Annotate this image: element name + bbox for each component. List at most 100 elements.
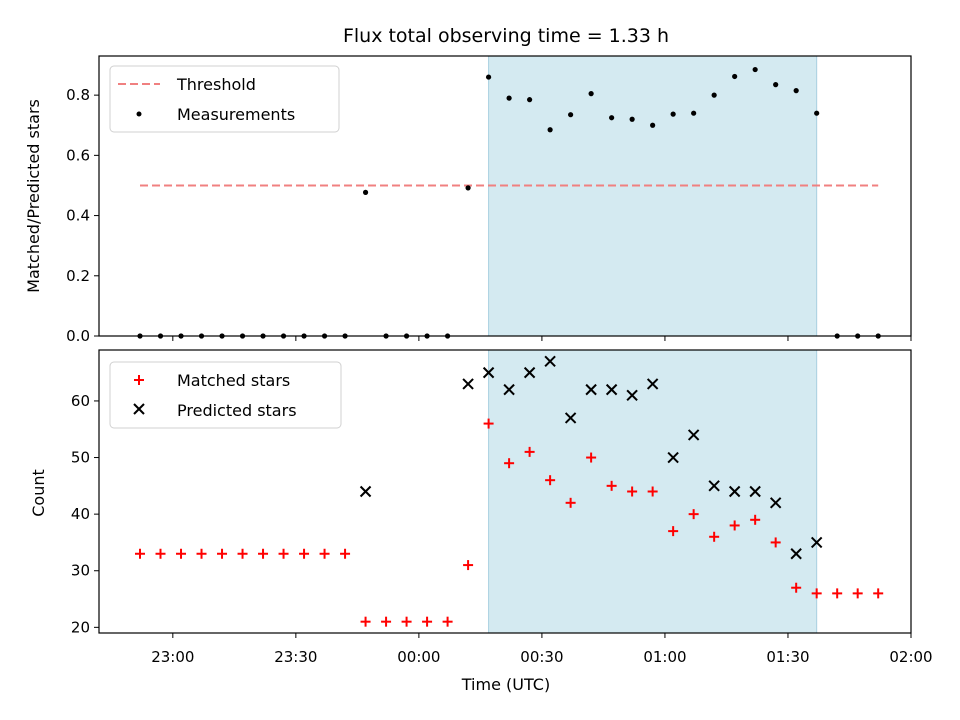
predicted-star-point-b: [708, 480, 720, 492]
measurement-point: [362, 189, 369, 195]
matched-star-point: [545, 475, 556, 486]
measurement-point: [568, 112, 574, 118]
measurement-point: [527, 97, 533, 103]
matched-star-point: [340, 548, 351, 559]
matched-star-point: [381, 616, 392, 627]
legend-measurement-swatch: [136, 111, 142, 117]
predicted-star-point: [523, 366, 536, 379]
matched-star-point: [258, 548, 269, 559]
matched-star-point: [483, 418, 494, 429]
matched-star-point: [504, 458, 515, 469]
measurement-point: [732, 73, 738, 80]
count-panel-frame: [98, 349, 912, 634]
matched-star-point: [422, 616, 433, 627]
predicted-star-point-b: [810, 536, 823, 549]
y-tick-label: 0.0: [66, 327, 90, 345]
matched-star-point: [729, 520, 740, 531]
matched-star-point: [278, 548, 289, 559]
measurement-point: [650, 122, 656, 128]
matched-star-point: [811, 588, 822, 599]
matched-star-point: [852, 588, 863, 599]
measurement-point: [465, 185, 471, 191]
predicted-star-points: [359, 355, 823, 560]
predicted-star-point-b: [605, 383, 618, 396]
predicted-star-point-b: [749, 485, 761, 498]
predicted-star-point-b: [687, 429, 700, 441]
matched-star-point: [135, 548, 146, 559]
predicted-star-point: [687, 429, 700, 441]
count-panel: 20 30 40 50 60 23:00 23:30 00:00 00:30 01:00 01:3…: [29, 349, 933, 694]
y-tick-label: 0.8: [66, 86, 90, 104]
ratio-y-ticks: 0.0 0.2 0.4 0.6 0.8: [66, 86, 99, 345]
measurement-point: [814, 110, 820, 116]
matched-star-point: [668, 526, 679, 537]
legend-predicted-swatch: [133, 403, 145, 415]
y-tick-label: 20: [71, 618, 90, 636]
matched-star-point: [791, 582, 802, 593]
matched-star-point: [750, 514, 761, 525]
predicted-star-point-b: [585, 383, 597, 396]
y-tick-label: 0.6: [66, 146, 90, 164]
matched-star-point: [565, 497, 576, 508]
legend-predicted-label: Predicted stars: [177, 401, 297, 420]
measurement-point: [691, 110, 697, 116]
predicted-star-point-b: [544, 355, 556, 368]
legend-threshold-label: Threshold: [176, 75, 256, 94]
matched-star-point: [442, 616, 453, 627]
matched-star-point: [196, 548, 207, 559]
predicted-star-point-b: [523, 366, 536, 379]
predicted-star-point: [646, 378, 659, 390]
predicted-star-point: [769, 497, 782, 509]
ratio-legend-box: [109, 65, 340, 133]
predicted-star-point: [810, 536, 823, 549]
predicted-star-point: [728, 485, 741, 498]
measurement-point: [609, 115, 615, 121]
predicted-star-point-b: [646, 378, 659, 390]
measurement-point: [773, 82, 779, 88]
predicted-star-point-b: [462, 378, 474, 390]
matched-star-point: [176, 548, 187, 559]
matched-star-point: [606, 480, 617, 491]
matched-star-point: [463, 560, 474, 571]
predicted-star-point: [503, 383, 515, 396]
matched-star-point: [873, 588, 884, 599]
x-tick-label: 01:00: [643, 648, 686, 666]
matched-star-point: [832, 588, 843, 599]
measurement-point: [506, 95, 512, 101]
y-tick-label: 50: [71, 449, 90, 467]
count-y-ticks: 20 30 40 50 60: [71, 392, 99, 636]
measurement-point: [711, 92, 717, 98]
ratio-x-ticks: [172, 336, 912, 341]
predicted-star-point: [708, 480, 720, 492]
chart-title: Flux total observing time = 1.33 h: [343, 25, 669, 47]
y-tick-label: 40: [71, 505, 90, 523]
x-tick-label: 01:30: [766, 648, 809, 666]
count-x-ticks: 23:00 23:30 00:00 00:30 01:00 01:30 02:00: [151, 633, 933, 666]
predicted-star-point-b: [359, 485, 372, 498]
predicted-star-point-b: [728, 485, 741, 498]
measurement-point: [485, 74, 492, 80]
predicted-star-point: [585, 383, 597, 396]
predicted-star-point-b: [564, 412, 577, 424]
y-tick-label: 30: [71, 562, 90, 580]
matched-star-point: [709, 531, 720, 542]
count-legend: Matched stars Predicted stars: [109, 361, 342, 429]
y-tick-label: 0.2: [66, 267, 90, 285]
measurement-point: [670, 111, 676, 117]
measurement-point: [588, 91, 594, 97]
ratio-panel-frame: [98, 55, 912, 337]
predicted-star-point: [359, 485, 372, 498]
matched-star-point: [217, 548, 228, 559]
predicted-star-point: [564, 412, 577, 424]
x-tick-label: 23:00: [151, 648, 194, 666]
matched-star-point: [586, 452, 597, 463]
predicted-star-point-b: [667, 451, 679, 464]
x-tick-label: 00:30: [520, 648, 563, 666]
predicted-star-point: [749, 485, 761, 498]
predicted-star-point: [544, 355, 556, 368]
legend-matched-label: Matched stars: [177, 371, 290, 390]
y-tick-label: 0.4: [66, 207, 90, 225]
matched-star-point: [401, 616, 412, 627]
matched-star-point: [524, 446, 535, 457]
predicted-star-point-b: [503, 383, 515, 396]
